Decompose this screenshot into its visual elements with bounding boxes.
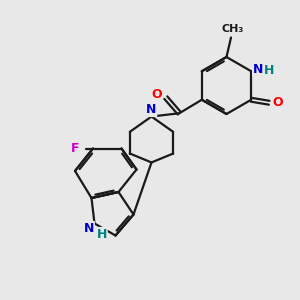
Text: CH₃: CH₃ [221, 24, 244, 34]
Text: F: F [71, 142, 79, 155]
Text: N: N [146, 103, 157, 116]
Text: H: H [264, 64, 274, 77]
Text: O: O [273, 96, 284, 109]
Text: N: N [253, 63, 263, 76]
Text: N: N [84, 221, 94, 235]
Text: H: H [97, 227, 107, 241]
Text: O: O [151, 88, 161, 101]
